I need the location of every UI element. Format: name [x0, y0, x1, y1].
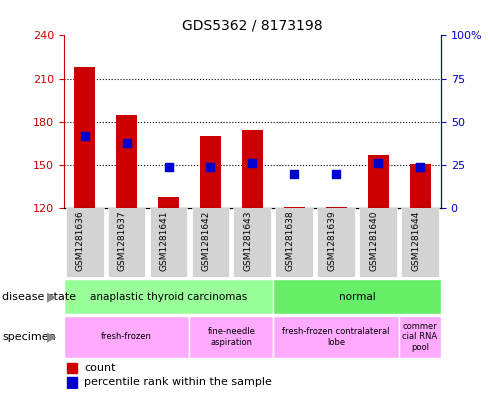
Text: percentile rank within the sample: percentile rank within the sample — [84, 377, 272, 387]
Point — [291, 171, 298, 177]
Bar — [410, 163, 431, 208]
Text: normal: normal — [339, 292, 375, 302]
Point — [165, 163, 172, 170]
Text: commer
cial RNA
pool: commer cial RNA pool — [402, 322, 438, 352]
Bar — [108, 208, 146, 277]
Text: ▶: ▶ — [47, 331, 56, 343]
Text: GSM1281642: GSM1281642 — [201, 210, 210, 271]
Text: GSM1281637: GSM1281637 — [118, 210, 126, 271]
Point — [122, 140, 130, 146]
Text: GSM1281636: GSM1281636 — [75, 210, 85, 271]
Bar — [399, 316, 441, 358]
Text: ▶: ▶ — [47, 290, 56, 303]
Bar — [359, 208, 397, 277]
Bar — [192, 208, 229, 277]
Point — [374, 160, 382, 167]
Bar — [116, 115, 137, 208]
Bar — [149, 208, 187, 277]
Bar — [68, 377, 77, 387]
Bar — [190, 316, 273, 358]
Bar — [273, 279, 441, 314]
Text: GSM1281643: GSM1281643 — [244, 210, 252, 271]
Text: fine-needle
aspiration: fine-needle aspiration — [207, 327, 255, 347]
Text: fresh-frozen: fresh-frozen — [101, 332, 152, 342]
Text: GSM1281638: GSM1281638 — [285, 210, 294, 271]
Bar — [401, 208, 439, 277]
Bar — [66, 208, 103, 277]
Text: GSM1281641: GSM1281641 — [160, 210, 169, 271]
Bar — [64, 316, 190, 358]
Point — [206, 163, 214, 170]
Title: GDS5362 / 8173198: GDS5362 / 8173198 — [182, 19, 322, 33]
Bar — [326, 207, 346, 208]
Text: GSM1281639: GSM1281639 — [327, 210, 336, 271]
Text: GSM1281644: GSM1281644 — [411, 210, 420, 271]
Bar — [64, 279, 273, 314]
Point — [416, 163, 424, 170]
Bar — [368, 155, 389, 208]
Text: anaplastic thyroid carcinomas: anaplastic thyroid carcinomas — [90, 292, 247, 302]
Text: disease state: disease state — [2, 292, 76, 302]
Bar — [242, 130, 263, 208]
Text: GSM1281640: GSM1281640 — [369, 210, 378, 271]
Bar — [200, 136, 221, 208]
Bar — [284, 207, 305, 208]
Point — [81, 132, 89, 139]
Bar — [273, 316, 399, 358]
Bar — [318, 208, 355, 277]
Text: count: count — [84, 363, 116, 373]
Bar — [158, 197, 179, 208]
Text: fresh-frozen contralateral
lobe: fresh-frozen contralateral lobe — [282, 327, 390, 347]
Bar — [275, 208, 313, 277]
Bar — [68, 362, 77, 373]
Point — [248, 160, 256, 167]
Bar — [233, 208, 271, 277]
Point — [332, 171, 340, 177]
Bar — [74, 67, 95, 208]
Text: specimen: specimen — [2, 332, 56, 342]
